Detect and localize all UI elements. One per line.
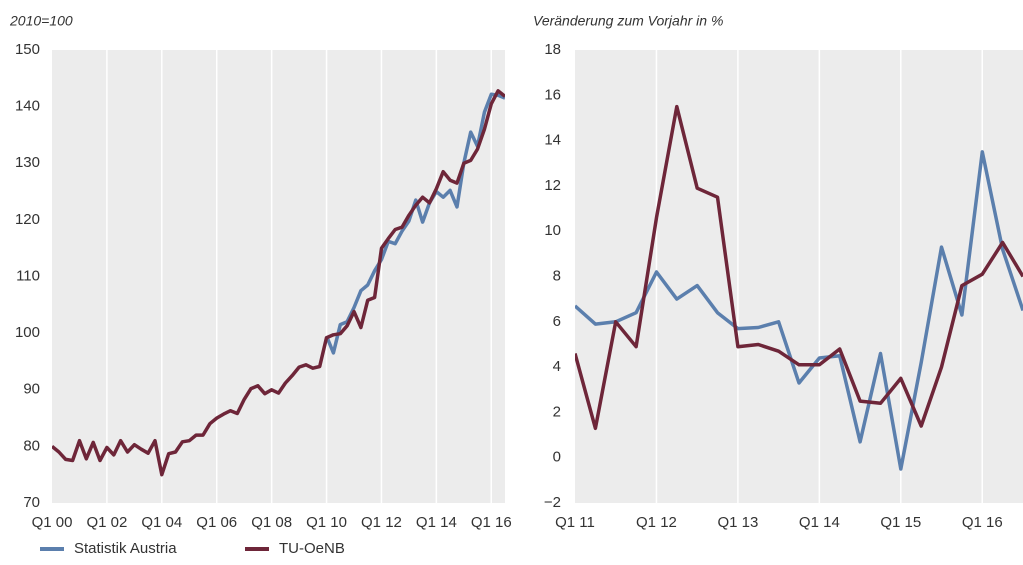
plot-area: [575, 50, 1023, 503]
x-tick-label: Q1 06: [196, 514, 237, 531]
y-tick-label: 18: [544, 41, 561, 58]
x-tick-label: Q1 15: [880, 514, 921, 531]
y-axis-label: Veränderung zum Vorjahr in %: [533, 13, 723, 29]
x-tick-label: Q1 04: [141, 514, 182, 531]
data-line: [575, 150, 1023, 471]
y-tick-label: 120: [15, 211, 40, 228]
data-line: [52, 89, 505, 477]
y-axis-label: 2010=100: [9, 13, 73, 29]
data-line: [324, 92, 505, 355]
y-tick-label: 80: [23, 437, 40, 454]
y-tick-label: 14: [544, 132, 561, 149]
x-tick-label: Q1 13: [717, 514, 758, 531]
y-tick-label: 90: [23, 381, 40, 398]
y-tick-label: 70: [23, 494, 40, 511]
x-tick-label: Q1 14: [416, 514, 457, 531]
x-tick-label: Q1 00: [32, 514, 73, 531]
x-tick-label: Q1 12: [636, 514, 677, 531]
legend-label: TU-OeNB: [279, 540, 345, 557]
y-tick-label: 4: [553, 358, 561, 375]
y-tick-label: 12: [544, 177, 561, 194]
plot-lines: [52, 89, 505, 477]
y-tick-label: 8: [553, 267, 561, 284]
legend-label: Statistik Austria: [74, 540, 177, 557]
x-tick-label: Q1 12: [361, 514, 402, 531]
data-line: [575, 104, 1023, 431]
y-tick-label: 6: [553, 313, 561, 330]
x-tick-label: Q1 16: [962, 514, 1003, 531]
x-tick-label: Q1 10: [306, 514, 347, 531]
y-tick-label: 2: [553, 403, 561, 420]
y-tick-label: 100: [15, 324, 40, 341]
y-tick-label: 150: [15, 41, 40, 58]
y-tick-label: 130: [15, 154, 40, 171]
y-tick-label: 0: [553, 449, 561, 466]
x-tick-label: Q1 11: [555, 514, 595, 531]
plot-area: [52, 50, 505, 503]
y-tick-label: 140: [15, 98, 40, 115]
x-tick-label: Q1 02: [86, 514, 127, 531]
x-tick-label: Q1 16: [471, 514, 512, 531]
x-tick-label: Q1 08: [251, 514, 292, 531]
y-tick-label: 110: [16, 267, 40, 284]
y-tick-label: 16: [544, 86, 561, 103]
x-tick-label: Q1 14: [799, 514, 840, 531]
plot-lines: [575, 104, 1023, 471]
y-tick-label: −2: [544, 494, 561, 511]
y-tick-label: 10: [544, 222, 561, 239]
